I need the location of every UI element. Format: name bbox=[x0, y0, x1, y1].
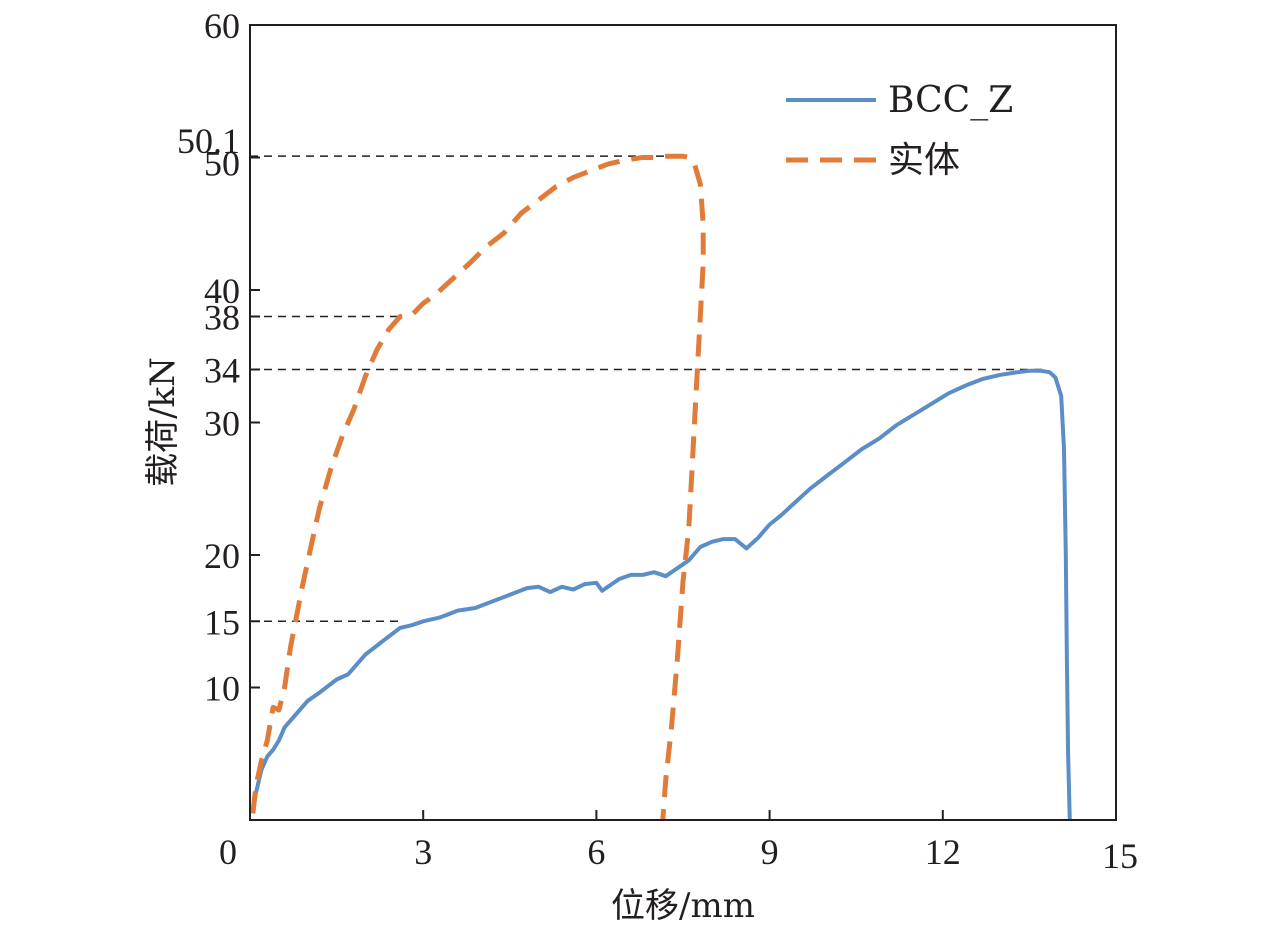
legend-label-1: 实体 bbox=[888, 140, 960, 181]
y-tick-label: 38 bbox=[204, 298, 240, 338]
y-tick-label: 50.1 bbox=[177, 121, 240, 161]
x-tick-label: 3 bbox=[414, 832, 432, 872]
plot-frame bbox=[249, 24, 1117, 821]
y-tick-label: 60 bbox=[204, 6, 240, 46]
x-tick-label: 9 bbox=[761, 832, 779, 872]
y-tick-label: 34 bbox=[204, 351, 240, 391]
y-tick-label: 30 bbox=[204, 404, 240, 444]
y-tick-label: 10 bbox=[204, 669, 240, 709]
y-axis-title: 载荷/kN bbox=[143, 357, 183, 487]
x-tick-label: 15 bbox=[1102, 836, 1138, 876]
y-tick-label: 15 bbox=[204, 602, 240, 642]
x-tick-label: 12 bbox=[925, 832, 961, 872]
reference-lines bbox=[250, 155, 1047, 622]
legend-label-0: BCC_Z bbox=[888, 80, 1013, 121]
x-tick-label: 6 bbox=[587, 832, 605, 872]
series-line-0 bbox=[250, 368, 1072, 821]
y-tick-label: 50 bbox=[204, 144, 240, 184]
x-tick-label: 0 bbox=[219, 832, 237, 872]
y-tick-label: 20 bbox=[204, 536, 240, 576]
y-tick-label: 40 bbox=[204, 271, 240, 311]
x-axis-ticks: 0 3 6 9 12 15 bbox=[219, 810, 1138, 876]
series-layer bbox=[250, 153, 1072, 821]
legend: BCC_Z 实体 bbox=[786, 80, 1013, 181]
x-axis-title: 位移/mm bbox=[611, 886, 755, 926]
series-line-1 bbox=[250, 153, 706, 821]
